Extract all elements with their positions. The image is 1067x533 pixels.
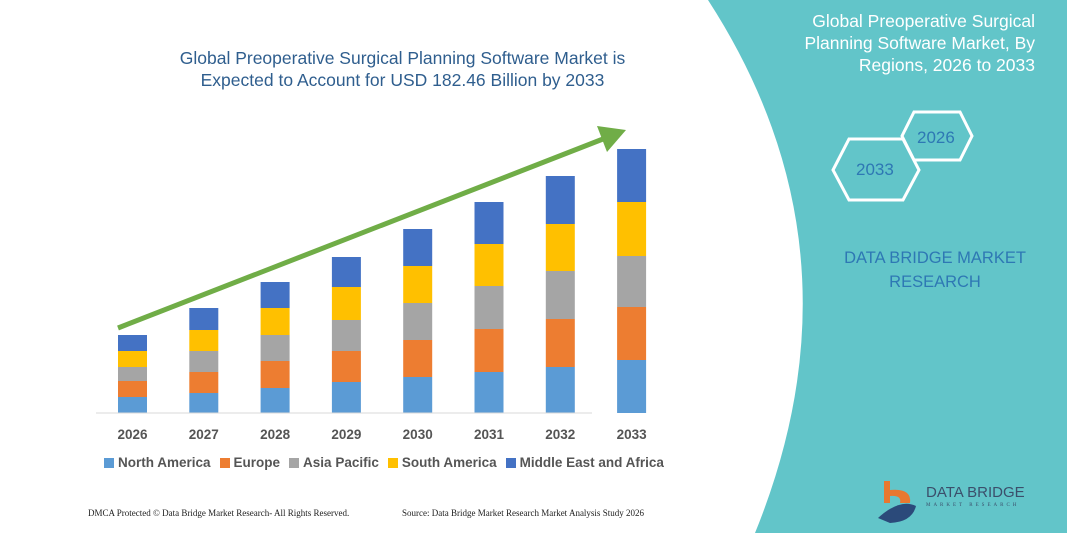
bar-2027-south-america xyxy=(189,330,219,351)
bar-2032-asia-pacific xyxy=(545,271,575,319)
bar-2030-asia-pacific xyxy=(403,303,433,340)
bar-2028-europe xyxy=(260,361,290,388)
side-panel-shape xyxy=(708,0,1067,533)
bar-2028-asia-pacific xyxy=(260,335,290,361)
legend-label: South America xyxy=(401,455,497,470)
hex-label-start: 2026 xyxy=(917,128,955,147)
chart-title-line-1: Global Preoperative Surgical Planning So… xyxy=(179,48,626,68)
bar-2027-north-america xyxy=(189,393,219,413)
bar-2032-middle-east-and-africa xyxy=(545,176,575,224)
legend: North America Europe Asia Pacific South Ame… xyxy=(104,455,664,470)
bar-2031-asia-pacific xyxy=(474,286,504,329)
legend-swatch xyxy=(387,457,398,468)
legend-label: Middle East and Africa xyxy=(519,455,664,470)
logo-icon xyxy=(878,481,916,523)
hexagon-2033 xyxy=(831,137,921,202)
bar-2029-europe xyxy=(331,351,361,382)
bar-2030-europe xyxy=(403,340,433,377)
bar-2028-middle-east-and-africa xyxy=(260,282,290,308)
x-tick-2030: 2030 xyxy=(403,427,433,442)
legend-item: Europe xyxy=(219,455,281,470)
bar-2031-middle-east-and-africa xyxy=(474,202,504,244)
legend-item: Asia Pacific xyxy=(289,455,379,470)
hexagon-2026 xyxy=(900,110,974,162)
bar-2030-middle-east-and-africa xyxy=(403,229,433,266)
legend-label: Europe xyxy=(233,455,281,470)
bar-2030-south-america xyxy=(403,266,433,303)
brand-line-2: RESEARCH xyxy=(889,273,981,291)
legend-item: North America xyxy=(104,455,211,470)
bar-2029-north-america xyxy=(331,382,361,413)
bars-layer xyxy=(118,149,647,413)
x-tick-2031: 2031 xyxy=(474,427,505,442)
logo-name: DATA BRIDGE xyxy=(926,484,1025,501)
bar-2026-north-america xyxy=(118,397,147,413)
bar-2033-middle-east-and-africa xyxy=(617,149,647,202)
bar-2026-south-america xyxy=(118,351,147,367)
bar-2029-middle-east-and-africa xyxy=(331,257,361,287)
legend-item: South America xyxy=(387,455,497,470)
x-tick-2028: 2028 xyxy=(260,427,291,442)
x-tick-2033: 2033 xyxy=(617,427,648,442)
brand-line-1: DATA BRIDGE MARKET xyxy=(844,249,1026,267)
hex-label-end: 2033 xyxy=(856,160,894,179)
bar-2029-asia-pacific xyxy=(331,320,361,351)
side-title-line-1: Global Preoperative Surgical xyxy=(812,11,1035,31)
legend-item: Middle East and Africa xyxy=(505,455,664,470)
footer-source: Source: Data Bridge Market Research Mark… xyxy=(402,508,644,518)
bar-2028-south-america xyxy=(260,308,290,335)
legend-swatch xyxy=(289,457,300,468)
bar-2033-south-america xyxy=(617,202,647,256)
bar-2032-europe xyxy=(545,319,575,367)
side-title-line-3: Regions, 2026 to 2033 xyxy=(858,55,1035,75)
bar-2033-europe xyxy=(617,307,647,360)
bar-2027-asia-pacific xyxy=(189,351,219,372)
x-tick-labels: 2026 2027 2028 2029 2030 2031 2032 2033 xyxy=(117,427,647,442)
x-tick-2029: 2029 xyxy=(331,427,361,442)
trend-arrow xyxy=(117,126,626,331)
side-title-line-2: Planning Software Market, By xyxy=(804,33,1035,53)
x-tick-2026: 2026 xyxy=(117,427,148,442)
bar-2028-north-america xyxy=(260,388,290,413)
bar-2031-north-america xyxy=(474,372,504,413)
bar-2027-europe xyxy=(189,372,219,393)
chart-title-line-2: Expected to Account for USD 182.46 Billi… xyxy=(200,70,605,90)
side-panel-title: Global Preoperative Surgical Planning So… xyxy=(735,10,1035,76)
bar-2026-asia-pacific xyxy=(118,367,147,381)
x-tick-2027: 2027 xyxy=(189,427,219,442)
bar-2026-europe xyxy=(118,381,147,397)
footer-copyright: DMCA Protected © Data Bridge Market Rese… xyxy=(88,508,350,518)
bar-2032-south-america xyxy=(545,224,575,271)
bar-2032-north-america xyxy=(545,367,575,413)
brand-text: DATA BRIDGE MARKET RESEARCH xyxy=(820,246,1050,294)
bar-2031-south-america xyxy=(474,244,504,286)
bar-2033-north-america xyxy=(617,360,647,413)
bar-2029-south-america xyxy=(331,287,361,320)
bar-2027-middle-east-and-africa xyxy=(189,308,219,330)
bar-2030-north-america xyxy=(403,377,433,413)
legend-swatch xyxy=(104,457,114,468)
legend-swatch xyxy=(219,457,230,468)
legend-label: North America xyxy=(118,455,211,470)
legend-swatch xyxy=(505,457,516,468)
x-tick-2032: 2032 xyxy=(545,427,575,442)
logo-sub: MARKET RESEARCH xyxy=(926,503,1020,508)
bar-2026-middle-east-and-africa xyxy=(118,335,147,351)
bar-2033-asia-pacific xyxy=(617,256,647,307)
legend-label: Asia Pacific xyxy=(303,455,379,470)
bar-2031-europe xyxy=(474,329,504,372)
